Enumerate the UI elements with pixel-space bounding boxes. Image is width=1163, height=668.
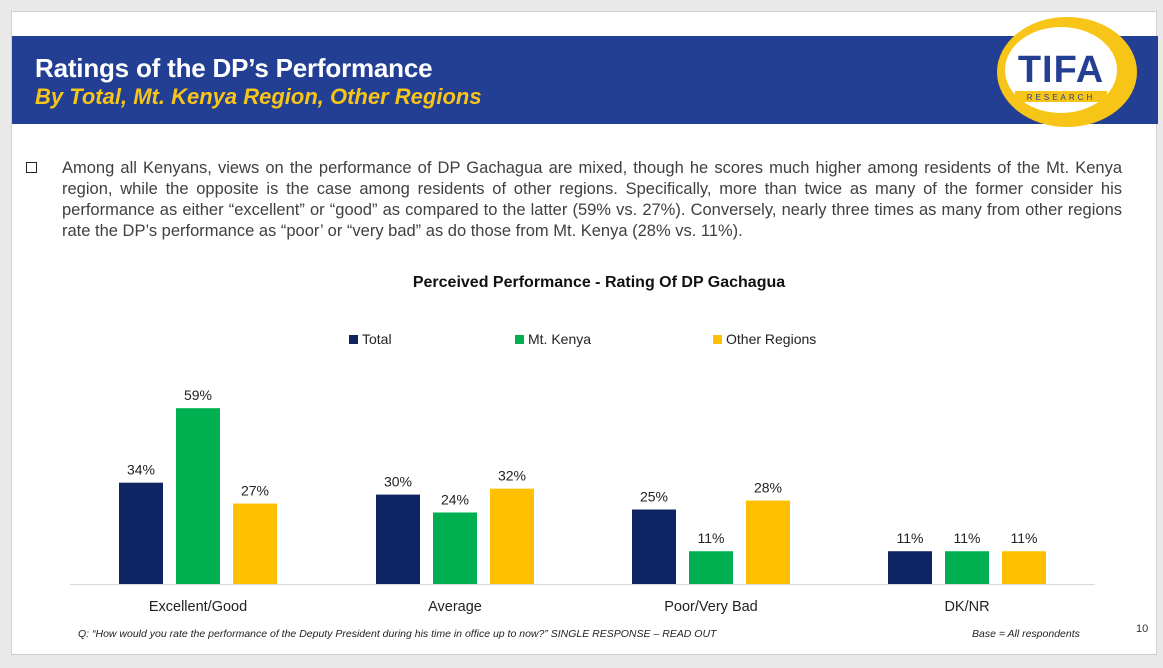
tifa-logo: TIFA RESEARCH [997,17,1137,127]
category-tick-label: DK/NR [944,599,989,615]
data-label: 11% [1011,530,1038,546]
data-label: 59% [184,387,212,403]
bar [176,408,220,584]
slide: Ratings of the DP’s Performance By Total… [11,11,1158,655]
legend-label: Total [362,331,392,347]
legend-swatch [515,334,524,344]
svg-text:TIFA: TIFA [1018,49,1104,91]
legend-swatch [713,334,722,344]
bar [233,503,277,584]
category-tick-label: Average [428,599,482,615]
page-title: Ratings of the DP’s Performance [35,53,433,83]
header-banner: Ratings of the DP’s Performance By Total… [12,36,1158,124]
legend-item: Total [349,331,392,347]
question-footnote: Q: “How would you rate the performance o… [78,628,717,640]
bar-chart: 34% 59% 27% Excellent/Good 30% 24% 32% Average 2… [70,387,1095,615]
legend-label: Mt. Kenya [528,331,592,347]
data-label: 28% [754,480,782,496]
summary-text: Among all Kenyans, views on the performa… [62,159,1122,240]
bar [746,500,790,584]
chart-title: Perceived Performance - Rating Of DP Gac… [412,274,786,291]
data-label: 30% [384,474,412,490]
summary-bullet: Among all Kenyans, views on the performa… [26,158,1122,242]
category-tick-label: Poor/Very Bad [664,599,758,615]
data-label: 32% [498,468,526,484]
legend-item: Other Regions [713,331,816,347]
page-subtitle: By Total, Mt. Kenya Region, Other Region… [35,84,482,109]
bar [632,509,676,584]
data-label: 27% [241,483,269,499]
data-label: 11% [698,530,725,546]
data-label: 11% [954,530,981,546]
legend-item: Mt. Kenya [515,331,591,347]
bar [433,512,477,584]
bar [945,551,989,584]
page-number: 10 [1136,623,1149,635]
bar [119,482,163,584]
bar [689,551,733,584]
base-note: Base = All respondents [972,628,1080,640]
data-label: 34% [127,462,155,478]
category-tick-label: Excellent/Good [149,599,247,615]
data-label: 25% [640,489,668,505]
data-label: 11% [897,530,924,546]
bar [888,551,932,584]
bar [376,494,420,584]
checkbox-bullet-icon [26,162,37,173]
svg-text:RESEARCH: RESEARCH [1027,93,1095,102]
legend-swatch [349,334,358,344]
chart-legend: Total Mt. Kenya Other Regions [12,331,1158,351]
legend-label: Other Regions [726,331,817,347]
bar [490,488,534,584]
bar [1002,551,1046,584]
data-label: 24% [441,491,469,507]
